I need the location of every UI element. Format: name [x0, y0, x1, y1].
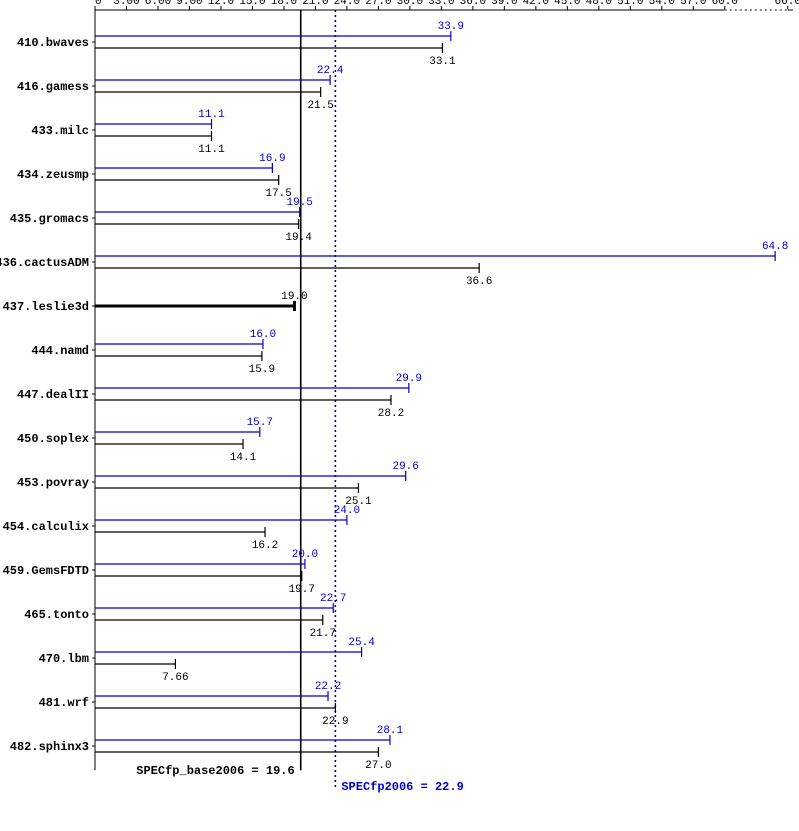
x-axis-tick-label: 57.0: [680, 0, 706, 8]
bar-value-peak: 22.7: [320, 593, 346, 605]
x-axis-tick-label: 6.00: [145, 0, 171, 8]
x-axis-tick-label: 51.0: [617, 0, 643, 8]
benchmark-label: 454.calculix: [3, 520, 89, 534]
bar-value-base: 33.1: [429, 56, 456, 68]
bar-value-peak: 20.0: [292, 549, 318, 561]
bar-value-peak: 33.9: [438, 21, 464, 33]
x-axis-tick-label: 12.0: [208, 0, 234, 8]
x-axis-tick-label: 9.00: [176, 0, 202, 8]
benchmark-label: 444.namd: [31, 344, 89, 358]
benchmark-label: 470.lbm: [39, 652, 89, 666]
bar-value-base: 11.1: [198, 144, 225, 156]
x-axis-tick-label: 21.0: [302, 0, 328, 8]
x-axis-tick-label: 0: [95, 0, 102, 8]
x-axis-tick-label: 60.0: [712, 0, 738, 8]
bar-value-base: 27.0: [365, 760, 391, 772]
x-axis-tick-label: 39.0: [491, 0, 517, 8]
benchmark-label: 482.sphinx3: [10, 740, 89, 754]
benchmark-label: 481.wrf: [39, 696, 89, 710]
x-axis-tick-label: 48.0: [586, 0, 612, 8]
bar-value-peak: 28.1: [377, 725, 404, 737]
bar-value-peak: 16.9: [259, 153, 285, 165]
bar-value-peak: 16.0: [250, 329, 276, 341]
bar-value-peak: 64.8: [762, 241, 788, 253]
summary-peak-label: SPECfp2006 = 22.9: [341, 780, 463, 794]
x-axis-tick-label: 33.0: [428, 0, 454, 8]
bar-value-base: 22.9: [322, 716, 348, 728]
bar-value-base: 7.66: [162, 672, 188, 684]
x-axis-tick-label: 54.0: [649, 0, 675, 8]
benchmark-label: 435.gromacs: [10, 212, 89, 226]
bar-value-base: 36.6: [466, 276, 492, 288]
bar-value-peak: 11.1: [198, 109, 225, 121]
benchmark-label: 450.soplex: [17, 432, 89, 446]
summary-base-label: SPECfp_base2006 = 19.6: [136, 764, 294, 778]
x-axis-tick-label: 66.0: [775, 0, 799, 8]
x-axis-tick-label: 45.0: [554, 0, 580, 8]
x-axis-tick-label: 27.0: [365, 0, 391, 8]
benchmark-label: 410.bwaves: [17, 36, 89, 50]
x-axis-tick-label: 18.0: [271, 0, 297, 8]
benchmark-label: 453.povray: [17, 476, 89, 490]
bar-value-peak: 25.4: [348, 637, 375, 649]
bar-value-base: 19.4: [285, 232, 312, 244]
x-axis-tick-label: 36.0: [460, 0, 486, 8]
bar-value-base: 19.7: [289, 584, 315, 596]
x-axis-tick-label: 42.0: [523, 0, 549, 8]
x-axis-tick-label: 3.00: [113, 0, 139, 8]
bar-value-base: 21.7: [310, 628, 336, 640]
x-axis-tick-label: 30.0: [397, 0, 423, 8]
benchmark-label: 459.GemsFDTD: [3, 564, 89, 578]
bar-value-peak: 19.5: [286, 197, 312, 209]
x-axis-tick-label: 24.0: [334, 0, 360, 8]
bar-value-base: 28.2: [378, 408, 404, 420]
benchmark-label: 434.zeusmp: [17, 168, 89, 182]
bar-value-peak: 29.9: [396, 373, 422, 385]
bar-value-peak: 22.4: [317, 65, 344, 77]
bar-value-peak: 29.6: [392, 461, 418, 473]
benchmark-label: 437.leslie3d: [3, 300, 89, 314]
spec-benchmark-chart: 0 3.00 6.00 9.00 12.0 15.0 18.0 21.0 24.0 27.0 30.…: [0, 0, 799, 831]
bar-value-base: 21.5: [307, 100, 333, 112]
x-axis-tick-label: 15.0: [239, 0, 265, 8]
benchmark-label: 433.milc: [31, 124, 89, 138]
benchmark-label: 465.tonto: [24, 608, 89, 622]
bar-value-base: 16.2: [252, 540, 278, 552]
bar-value-base: 19.0: [281, 291, 307, 303]
benchmark-label: 447.dealII: [17, 388, 89, 402]
bar-value-base: 15.9: [249, 364, 275, 376]
bar-value-peak: 15.7: [247, 417, 273, 429]
bar-value-peak: 24.0: [334, 505, 360, 517]
bar-value-base: 14.1: [230, 452, 257, 464]
bar-value-peak: 22.2: [315, 681, 341, 693]
benchmark-label: 436.cactusADM: [0, 256, 89, 270]
benchmark-label: 416.gamess: [17, 80, 89, 94]
